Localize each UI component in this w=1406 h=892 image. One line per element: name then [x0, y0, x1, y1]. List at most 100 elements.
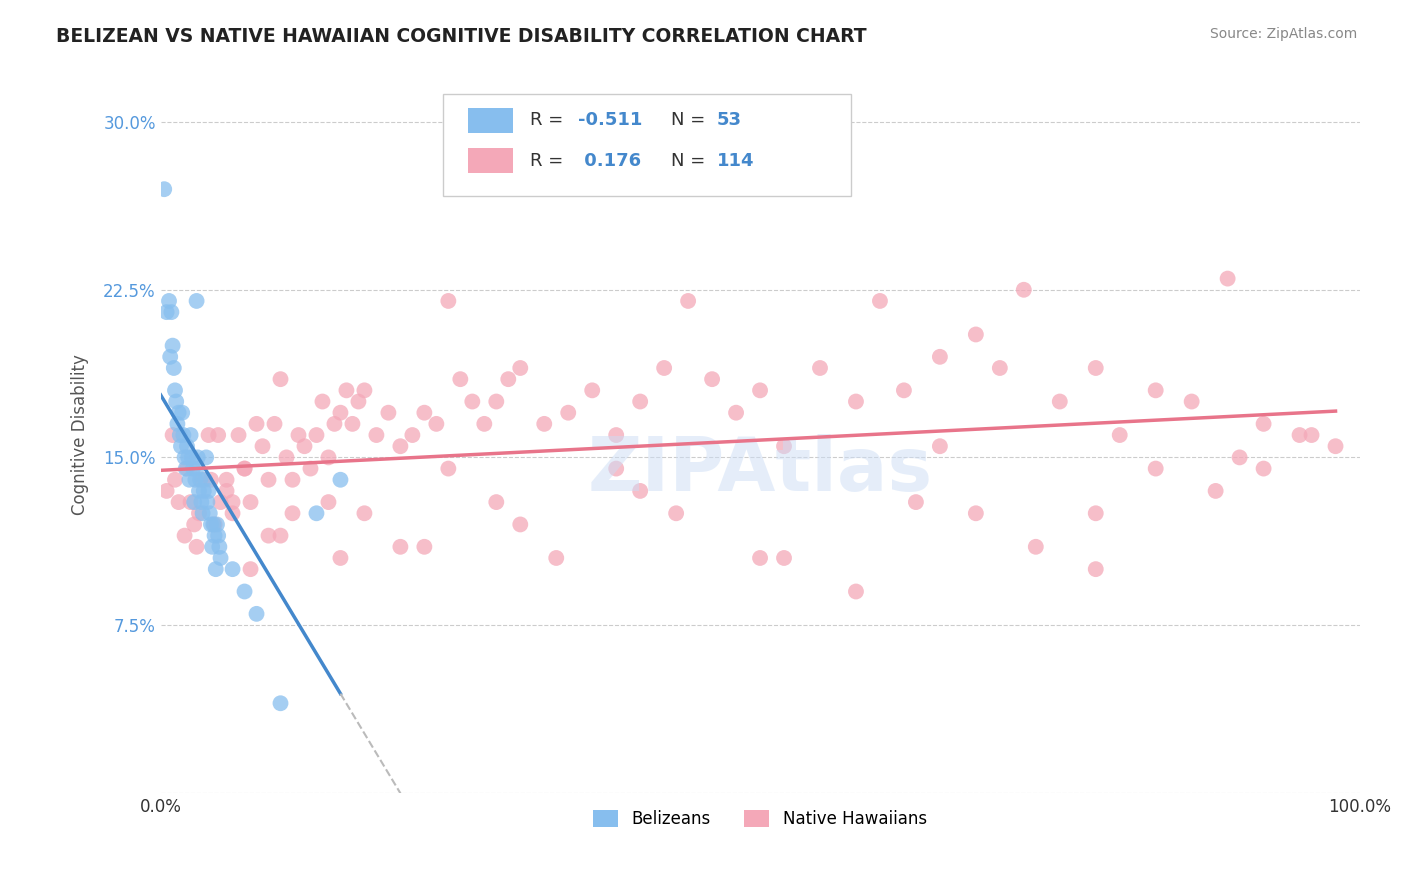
Point [202, 517, 225, 532]
Point [257, 473, 280, 487]
Point [200, 473, 222, 487]
Point [184, 473, 207, 487]
Point [1084, 506, 1107, 520]
Point [676, 293, 699, 308]
Point [461, 394, 484, 409]
Point [239, 495, 262, 509]
Point [207, 428, 229, 442]
Point [845, 584, 868, 599]
Point [221, 562, 243, 576]
Point [228, 428, 250, 442]
Point [509, 517, 531, 532]
Point [366, 428, 388, 442]
Text: R =: R = [530, 152, 569, 169]
Point [413, 406, 436, 420]
Point [209, 551, 232, 566]
Text: N =: N = [671, 152, 710, 169]
Point [174, 461, 197, 475]
Point [335, 384, 357, 398]
Point [191, 506, 214, 520]
Point [509, 361, 531, 376]
Point [928, 439, 950, 453]
Point [204, 562, 226, 576]
Point [353, 506, 375, 520]
Point [252, 439, 274, 453]
Point [1144, 384, 1167, 398]
Point [191, 473, 214, 487]
Point [160, 305, 183, 319]
Point [245, 417, 267, 431]
Point [605, 428, 627, 442]
Point [305, 506, 328, 520]
Point [725, 406, 748, 420]
Point [773, 439, 796, 453]
Text: Source: ZipAtlas.com: Source: ZipAtlas.com [1209, 27, 1357, 41]
Point [665, 506, 688, 520]
Text: BELIZEAN VS NATIVE HAWAIIAN COGNITIVE DISABILITY CORRELATION CHART: BELIZEAN VS NATIVE HAWAIIAN COGNITIVE DI… [56, 27, 868, 45]
Point [209, 495, 232, 509]
Point [389, 540, 412, 554]
Point [323, 417, 346, 431]
Point [437, 293, 460, 308]
Point [270, 372, 292, 386]
Text: ZIPAtlas: ZIPAtlas [588, 434, 932, 508]
Text: 114: 114 [717, 152, 755, 169]
Point [176, 439, 198, 453]
Point [167, 495, 190, 509]
Point [557, 406, 579, 420]
Point [1144, 461, 1167, 475]
Point [329, 473, 352, 487]
Point [193, 483, 215, 498]
Point [207, 528, 229, 542]
Point [195, 450, 218, 465]
Point [204, 517, 226, 532]
Point [1229, 450, 1251, 465]
Point [180, 428, 202, 442]
Point [173, 450, 195, 465]
Point [808, 361, 831, 376]
Point [318, 495, 340, 509]
Point [1108, 428, 1130, 442]
Point [166, 417, 188, 431]
Legend: Belizeans, Native Hawaiians: Belizeans, Native Hawaiians [586, 803, 934, 834]
Point [270, 528, 292, 542]
Point [425, 417, 447, 431]
Point [988, 361, 1011, 376]
Point [965, 327, 987, 342]
Point [155, 483, 177, 498]
Point [172, 406, 194, 420]
Point [163, 361, 186, 376]
Point [276, 450, 298, 465]
Point [215, 483, 238, 498]
Point [605, 461, 627, 475]
Point [928, 350, 950, 364]
Point [533, 417, 555, 431]
Point [172, 428, 194, 442]
Point [159, 350, 181, 364]
Point [281, 506, 304, 520]
Point [155, 305, 177, 319]
Point [177, 450, 200, 465]
Point [215, 473, 238, 487]
Point [186, 461, 208, 475]
Point [1216, 271, 1239, 285]
Point [194, 473, 217, 487]
Point [281, 473, 304, 487]
Point [165, 394, 187, 409]
Text: 0.176: 0.176 [578, 152, 641, 169]
Point [190, 495, 212, 509]
Point [270, 696, 292, 710]
Text: 53: 53 [717, 112, 742, 129]
Point [197, 428, 219, 442]
Point [163, 384, 186, 398]
Text: N =: N = [671, 112, 710, 129]
Point [257, 528, 280, 542]
Point [342, 417, 364, 431]
Point [389, 439, 412, 453]
Point [498, 372, 520, 386]
Point [197, 483, 219, 498]
Point [749, 551, 772, 566]
Point [347, 394, 370, 409]
Point [893, 384, 915, 398]
Point [198, 506, 221, 520]
